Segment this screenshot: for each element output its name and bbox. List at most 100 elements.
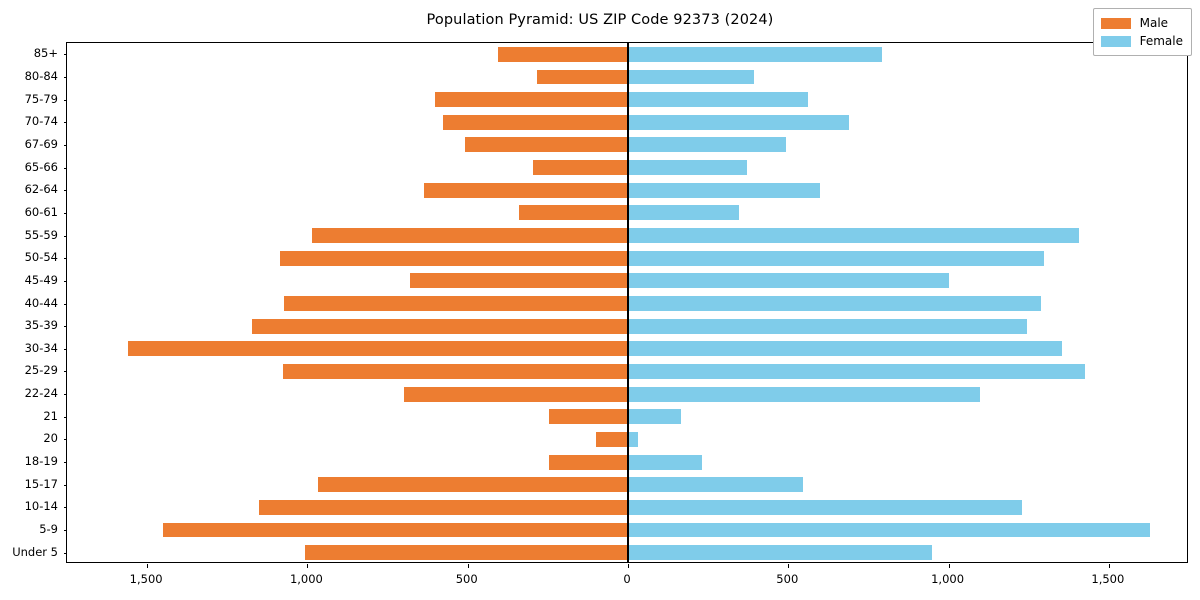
y-tick-mark: [63, 552, 67, 554]
y-tick-label-62-64: 62-64: [24, 182, 58, 197]
y-tick-mark: [63, 144, 67, 146]
bar-female-10-14: [628, 499, 1022, 515]
bar-row: [67, 228, 1187, 243]
y-tick-label-under-5: Under 5: [12, 544, 58, 559]
bar-female-55-59: [628, 228, 1080, 243]
bar-female-5-9: [628, 522, 1151, 538]
y-tick-mark: [63, 530, 67, 532]
bar-row: [67, 182, 1187, 198]
bar-male-55-59: [311, 228, 628, 243]
bar-male-10-14: [259, 499, 628, 515]
y-tick-mark: [63, 99, 67, 101]
y-tick-label-45-49: 45-49: [24, 272, 58, 287]
y-tick-label-30-34: 30-34: [24, 340, 58, 355]
chart-title: Population Pyramid: US ZIP Code 92373 (2…: [426, 12, 774, 28]
bar-male-30-34: [127, 341, 628, 357]
y-tick-mark: [63, 348, 67, 350]
x-tick-label-2: 500: [455, 572, 478, 586]
bar-row: [67, 160, 1187, 176]
bar-row: [67, 46, 1187, 62]
bar-row: [67, 137, 1187, 153]
legend-swatch-female-icon: [1100, 35, 1131, 47]
bar-female-70-74: [628, 114, 850, 130]
bar-male-40-44: [284, 296, 628, 311]
y-tick-label-21: 21: [43, 408, 58, 423]
bar-male-65-66: [533, 160, 628, 176]
bar-female-21: [628, 409, 681, 425]
bar-male-70-74: [442, 114, 628, 130]
bar-male-35-39: [251, 318, 628, 334]
bar-female-35-39: [628, 318, 1028, 334]
bar-male-21: [549, 409, 628, 425]
bar-male-15-17: [317, 477, 628, 493]
x-tick-mark: [307, 564, 309, 568]
y-tick-mark: [63, 54, 67, 56]
bar-female-22-24: [628, 386, 980, 402]
y-tick-label-80-84: 80-84: [24, 68, 58, 83]
y-tick-label-60-61: 60-61: [24, 204, 58, 219]
x-tick-mark: [948, 564, 950, 568]
y-tick-label-22-24: 22-24: [24, 386, 58, 401]
bar-female-45-49: [628, 273, 950, 289]
y-tick-label-10-14: 10-14: [24, 499, 58, 514]
bar-male-62-64: [424, 182, 628, 198]
bar-male-5-9: [163, 522, 628, 538]
bar-row: [67, 477, 1187, 493]
y-tick-mark: [63, 212, 67, 214]
bar-row: [67, 409, 1187, 425]
y-tick-mark: [63, 507, 67, 509]
bar-row: [67, 250, 1187, 266]
bar-female-60-61: [628, 205, 739, 221]
x-tick-mark: [147, 564, 149, 568]
bar-female-40-44: [628, 296, 1042, 311]
y-tick-label-25-29: 25-29: [24, 363, 58, 378]
x-tick-mark: [1108, 564, 1110, 568]
legend-entry-female[interactable]: Female: [1100, 32, 1183, 50]
x-tick-mark: [467, 564, 469, 568]
y-tick-label-15-17: 15-17: [24, 476, 58, 491]
y-tick-mark: [63, 462, 67, 464]
y-tick-label-18-19: 18-19: [24, 454, 58, 469]
y-tick-mark: [63, 167, 67, 169]
y-tick-label-35-39: 35-39: [24, 318, 58, 333]
x-tick-label-6: 1,500: [1091, 572, 1125, 586]
bar-row: [67, 92, 1187, 108]
bar-row: [67, 522, 1187, 538]
bar-female-67-69: [628, 137, 786, 153]
x-tick-mark: [788, 564, 790, 568]
bar-male-25-29: [283, 363, 628, 379]
legend-entry-male[interactable]: Male: [1100, 14, 1183, 32]
zero-axis-line: [627, 43, 629, 562]
bar-female-50-54: [628, 250, 1045, 266]
y-tick-mark: [63, 303, 67, 305]
legend-swatch-male-icon: [1100, 17, 1131, 29]
bar-female-85-: [628, 46, 882, 62]
y-tick-mark: [63, 280, 67, 282]
legend-label: Female: [1139, 34, 1183, 48]
y-tick-label-70-74: 70-74: [24, 114, 58, 129]
bar-row: [67, 386, 1187, 402]
bar-row: [67, 431, 1187, 447]
bar-row: [67, 318, 1187, 334]
y-tick-label-65-66: 65-66: [24, 159, 58, 174]
y-tick-mark: [63, 190, 67, 192]
bar-row: [67, 205, 1187, 221]
bar-row: [67, 114, 1187, 130]
bar-female-20: [628, 431, 638, 447]
bar-male-67-69: [464, 137, 628, 153]
y-tick-mark: [63, 76, 67, 78]
bar-male-22-24: [404, 386, 628, 402]
bar-female-62-64: [628, 182, 820, 198]
bar-row: [67, 296, 1187, 311]
y-tick-mark: [63, 235, 67, 237]
y-tick-mark: [63, 484, 67, 486]
bar-male-60-61: [519, 205, 628, 221]
bar-row: [67, 454, 1187, 470]
y-tick-label-75-79: 75-79: [24, 91, 58, 106]
y-tick-mark: [63, 122, 67, 124]
x-tick-label-3: 0: [623, 572, 631, 586]
y-tick-label-67-69: 67-69: [24, 136, 58, 151]
x-tick-label-4: 500: [776, 572, 799, 586]
bar-male-45-49: [410, 273, 628, 289]
